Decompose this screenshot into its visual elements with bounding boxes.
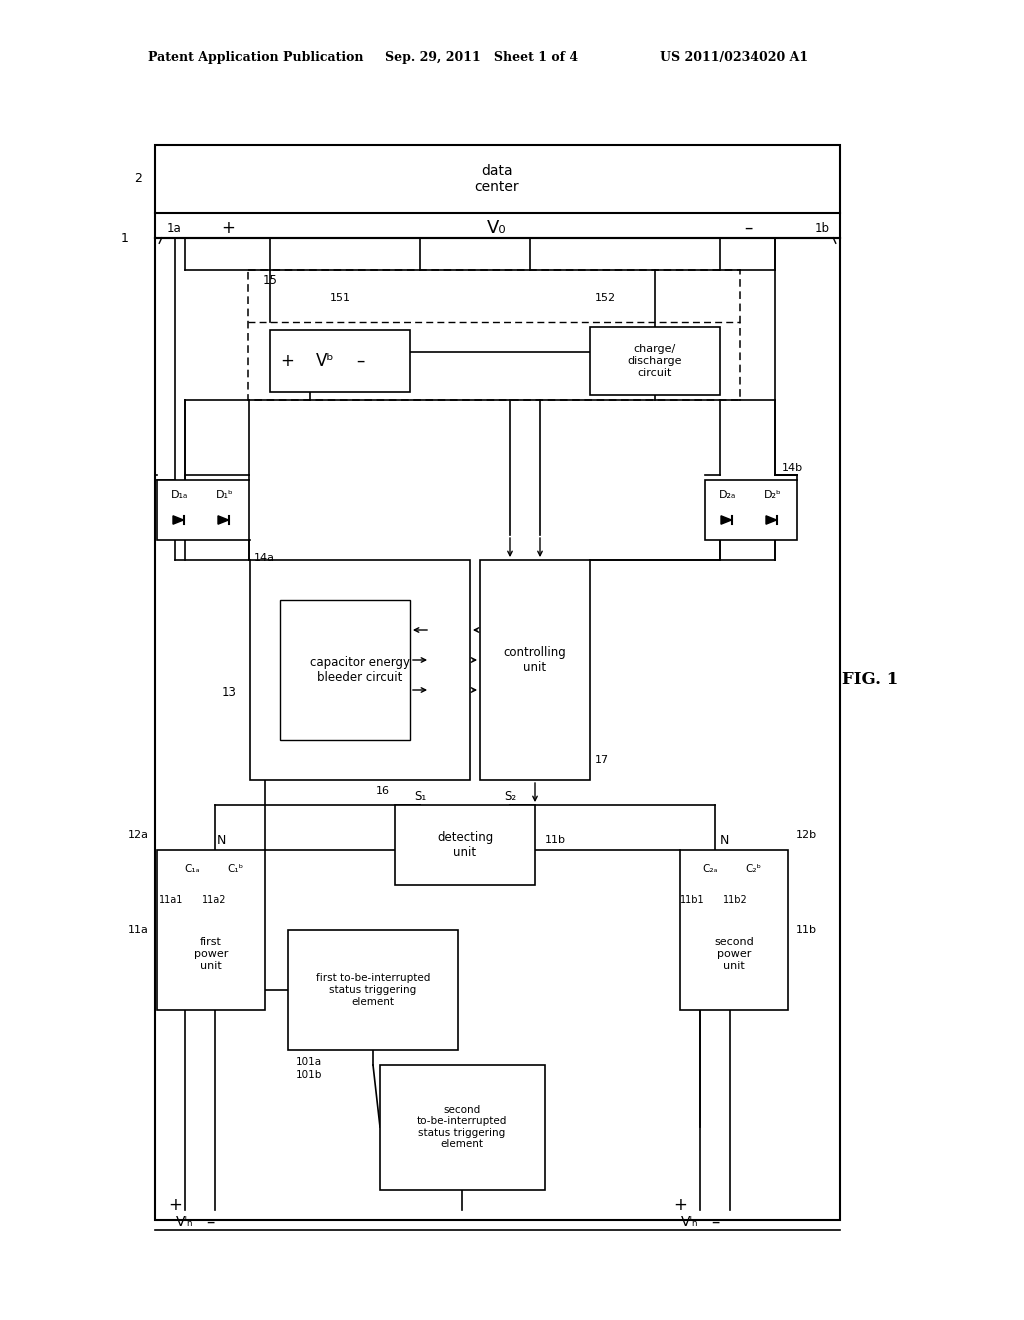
Text: D₁ₐ: D₁ₐ (171, 490, 188, 500)
Bar (395, 805, 535, 884)
Text: 152: 152 (595, 293, 616, 304)
Text: –: – (206, 1213, 214, 1232)
Text: 15: 15 (263, 273, 278, 286)
Bar (155, 238, 840, 1220)
Text: 1: 1 (121, 231, 129, 244)
Text: +: + (280, 352, 294, 370)
Text: C₁ₐ: C₁ₐ (184, 865, 200, 874)
Text: –: – (743, 219, 753, 238)
Text: Vᵇ: Vᵇ (315, 352, 334, 370)
Bar (157, 480, 249, 540)
Text: +: + (168, 1196, 182, 1214)
Text: S₁: S₁ (414, 791, 426, 804)
Bar (480, 560, 590, 780)
Text: Sep. 29, 2011   Sheet 1 of 4: Sep. 29, 2011 Sheet 1 of 4 (385, 51, 579, 65)
Text: capacitor energy
bleeder circuit: capacitor energy bleeder circuit (310, 656, 410, 684)
Text: N: N (719, 833, 729, 846)
Text: D₂ₐ: D₂ₐ (719, 490, 736, 500)
Text: 14b: 14b (781, 463, 803, 473)
Bar (680, 850, 788, 1010)
Bar (157, 850, 265, 1010)
Text: Vᴵₙ: Vᴵₙ (176, 1214, 194, 1229)
Text: C₂ₐ: C₂ₐ (702, 865, 718, 874)
Text: US 2011/0234020 A1: US 2011/0234020 A1 (660, 51, 808, 65)
Text: C₂ᵇ: C₂ᵇ (745, 865, 761, 874)
Text: 101a: 101a (296, 1057, 323, 1067)
Text: 151: 151 (330, 293, 350, 304)
Text: 11a: 11a (128, 925, 150, 935)
Text: 14a: 14a (254, 553, 274, 564)
Bar (380, 1065, 545, 1191)
Text: V₀: V₀ (487, 219, 507, 238)
Bar (155, 145, 840, 213)
Text: first
power
unit: first power unit (194, 937, 228, 970)
Text: S₂: S₂ (504, 791, 516, 804)
Text: 2: 2 (134, 173, 142, 186)
Text: N: N (216, 833, 225, 846)
Text: 11b1: 11b1 (680, 895, 705, 906)
Text: 13: 13 (222, 685, 237, 698)
Text: D₁ᵇ: D₁ᵇ (216, 490, 233, 500)
Text: 101b: 101b (296, 1071, 323, 1080)
Text: controlling
unit: controlling unit (504, 645, 566, 675)
Text: 11b: 11b (796, 925, 817, 935)
Text: 1b: 1b (814, 222, 829, 235)
Bar (270, 330, 410, 392)
Polygon shape (766, 516, 776, 524)
Text: –: – (355, 352, 365, 370)
Bar (280, 601, 410, 741)
Text: 11a2: 11a2 (202, 895, 226, 906)
Text: FIG. 1: FIG. 1 (842, 672, 898, 689)
Text: D₂ᵇ: D₂ᵇ (764, 490, 782, 500)
Text: charge/
discharge
circuit: charge/ discharge circuit (628, 345, 682, 378)
Text: 17: 17 (595, 755, 609, 766)
Text: +: + (221, 219, 234, 238)
Text: 16: 16 (376, 785, 390, 796)
Text: 11b2: 11b2 (723, 895, 748, 906)
Text: first to-be-interrupted
status triggering
element: first to-be-interrupted status triggerin… (315, 973, 430, 1007)
Text: Patent Application Publication: Patent Application Publication (148, 51, 364, 65)
Text: –: – (711, 1213, 719, 1232)
Text: C₁ᵇ: C₁ᵇ (227, 865, 243, 874)
Polygon shape (218, 516, 228, 524)
Text: second
to-be-interrupted
status triggering
element: second to-be-interrupted status triggeri… (417, 1105, 507, 1150)
Text: 11a1: 11a1 (159, 895, 183, 906)
Text: 1a: 1a (167, 222, 181, 235)
Text: data
center: data center (475, 164, 519, 194)
Text: 11b: 11b (545, 836, 566, 845)
Text: Vᴵₙ: Vᴵₙ (681, 1214, 698, 1229)
Bar (705, 480, 797, 540)
Polygon shape (721, 516, 731, 524)
Polygon shape (173, 516, 183, 524)
Bar (590, 327, 720, 395)
Text: 12b: 12b (796, 830, 817, 840)
Text: detecting
unit: detecting unit (437, 832, 494, 859)
Bar (288, 931, 458, 1049)
Bar (248, 271, 740, 400)
Bar (250, 560, 470, 780)
Text: 12a: 12a (128, 830, 150, 840)
Text: second
power
unit: second power unit (714, 937, 754, 970)
Text: +: + (673, 1196, 687, 1214)
